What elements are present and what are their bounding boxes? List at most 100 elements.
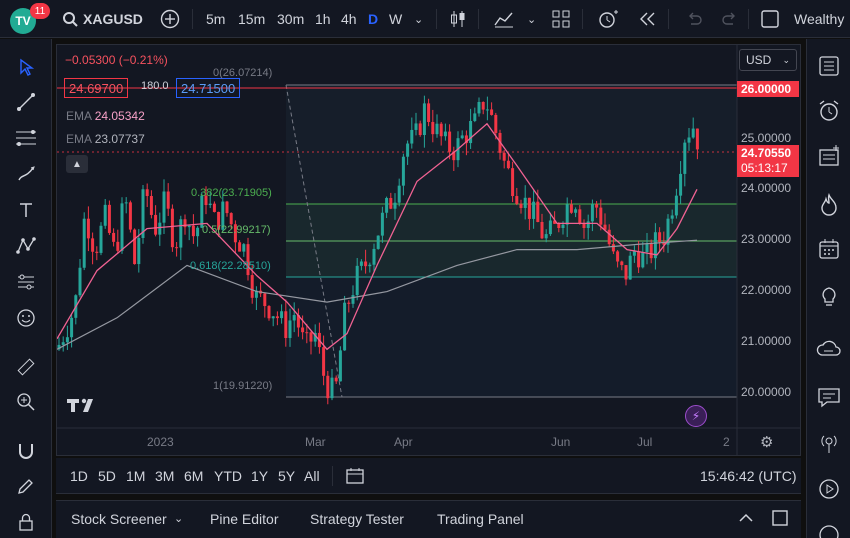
range-5y[interactable]: 5Y bbox=[278, 468, 296, 484]
range-1m[interactable]: 1M bbox=[126, 468, 146, 484]
screener-dropdown-chevron-icon[interactable]: ⌄ bbox=[174, 513, 184, 525]
sell-price-button[interactable]: 24.69700 bbox=[64, 78, 129, 98]
brush-tool[interactable] bbox=[12, 160, 40, 188]
fullscreen-checkbox[interactable] bbox=[761, 0, 779, 38]
price-label-20: 20.00000 bbox=[741, 385, 792, 399]
currency-select[interactable]: USD ⌄ bbox=[739, 49, 797, 71]
lock-tool[interactable] bbox=[12, 508, 40, 536]
chart-pane[interactable]: −0.05300 (−0.21%) 24.69700 180.0 24.7150… bbox=[56, 44, 801, 456]
settings-gear-icon[interactable]: ⚙ bbox=[760, 434, 774, 451]
interval-5m[interactable]: 5m bbox=[206, 11, 226, 27]
undo-button[interactable] bbox=[684, 0, 704, 38]
fib-tool[interactable] bbox=[12, 124, 40, 152]
layout-button[interactable] bbox=[551, 0, 571, 38]
play-button[interactable] bbox=[815, 475, 843, 503]
goto-date-button[interactable] bbox=[345, 467, 365, 488]
chats-button[interactable] bbox=[815, 383, 843, 411]
interval-4h[interactable]: 4h bbox=[341, 11, 357, 27]
indicators-dropdown-chevron-icon[interactable]: ⌄ bbox=[527, 13, 537, 26]
streams-button[interactable] bbox=[815, 429, 843, 457]
alert-button[interactable] bbox=[597, 0, 619, 38]
candle-body bbox=[670, 215, 674, 219]
interval-30m[interactable]: 30m bbox=[277, 11, 305, 27]
pattern-tool[interactable] bbox=[12, 232, 40, 260]
range-3m[interactable]: 3M bbox=[155, 468, 175, 484]
candle-body bbox=[263, 293, 267, 307]
candle-body bbox=[410, 129, 414, 144]
watchlist-icon bbox=[819, 56, 839, 76]
expand-panel-button[interactable] bbox=[737, 509, 755, 530]
candle-body bbox=[372, 248, 376, 265]
trendline-tool[interactable] bbox=[12, 88, 40, 116]
interval-dropdown-chevron-icon[interactable]: ⌄ bbox=[414, 13, 424, 26]
maximize-panel-button[interactable] bbox=[771, 509, 789, 530]
candle-body bbox=[599, 207, 603, 225]
tab-trading-panel[interactable]: Trading Panel bbox=[437, 511, 524, 527]
symbol-search[interactable]: XAGUSD bbox=[62, 0, 143, 38]
buy-price-button[interactable]: 24.71500 bbox=[176, 78, 241, 98]
candle-body bbox=[376, 235, 380, 249]
calendar-button[interactable] bbox=[815, 235, 843, 263]
price-label-24: 24.00000 bbox=[741, 181, 792, 195]
utc-clock[interactable]: 15:46:42 (UTC) bbox=[700, 468, 797, 484]
candle-body bbox=[632, 251, 636, 256]
redo-button[interactable] bbox=[720, 0, 740, 38]
candle-body bbox=[393, 202, 397, 209]
ema-slow-legend[interactable]: EMA 23.07737 bbox=[66, 132, 145, 146]
compare-button[interactable] bbox=[160, 0, 180, 38]
account-name[interactable]: Wealthy bbox=[794, 11, 845, 27]
tab-pine-editor[interactable]: Pine Editor bbox=[210, 511, 279, 527]
price-chart[interactable] bbox=[57, 45, 801, 456]
object-tree-button[interactable] bbox=[815, 142, 843, 170]
watchlist-button[interactable] bbox=[815, 52, 843, 80]
interval-15m[interactable]: 15m bbox=[238, 11, 266, 27]
candle-body bbox=[112, 232, 116, 242]
range-1y[interactable]: 1Y bbox=[251, 468, 269, 484]
icons-tool[interactable] bbox=[12, 304, 40, 332]
candle-body bbox=[674, 195, 678, 216]
interval-d[interactable]: D bbox=[368, 11, 379, 27]
tab-stock-screener[interactable]: Stock Screener bbox=[71, 511, 167, 527]
collapse-legend-button[interactable]: ▲ bbox=[66, 155, 88, 173]
range-1d[interactable]: 1D bbox=[70, 468, 88, 484]
ideas-button[interactable] bbox=[815, 282, 843, 310]
help-button[interactable] bbox=[815, 517, 843, 538]
hotlists-button[interactable] bbox=[815, 191, 843, 219]
candle-body bbox=[242, 244, 246, 252]
interval-1h[interactable]: 1h bbox=[315, 11, 331, 27]
prediction-tool[interactable] bbox=[12, 268, 40, 296]
fib-label-0: 0(26.07214) bbox=[213, 67, 273, 79]
news-button[interactable] bbox=[815, 335, 843, 363]
range-ytd[interactable]: YTD bbox=[214, 468, 242, 484]
chart-type-button[interactable] bbox=[449, 0, 467, 38]
measure-tool[interactable] bbox=[12, 353, 40, 381]
candle-body bbox=[326, 375, 330, 399]
interval-w[interactable]: W bbox=[389, 11, 403, 27]
candle-body bbox=[641, 252, 645, 268]
lightning-button[interactable]: ⚡ bbox=[685, 405, 707, 427]
replay-button[interactable] bbox=[637, 0, 657, 38]
candle-body bbox=[666, 218, 670, 245]
indicators-button[interactable] bbox=[493, 0, 515, 38]
candle-body bbox=[683, 142, 687, 174]
candle-body bbox=[557, 223, 561, 229]
range-5d[interactable]: 5D bbox=[98, 468, 116, 484]
rewind-icon bbox=[640, 12, 655, 26]
range-all[interactable]: All bbox=[304, 468, 320, 484]
candle-body bbox=[389, 197, 393, 209]
zoom-tool[interactable] bbox=[12, 388, 40, 416]
bottom-panel-tabs: Stock Screener ⌄ Pine Editor Strategy Te… bbox=[56, 500, 801, 538]
alerts-button[interactable] bbox=[815, 97, 843, 125]
text-tool[interactable] bbox=[12, 196, 40, 224]
lock-drawing-tool[interactable] bbox=[12, 472, 40, 500]
last-price-value: 24.70550 bbox=[741, 146, 792, 160]
ema-fast-line bbox=[57, 122, 698, 351]
bar-countdown: 05:13:17 bbox=[741, 161, 788, 175]
candle-body bbox=[473, 113, 477, 121]
range-6m[interactable]: 6M bbox=[184, 468, 204, 484]
cursor-tool[interactable] bbox=[12, 53, 40, 81]
candle-body bbox=[65, 337, 69, 343]
ema-fast-legend[interactable]: EMA 24.05342 bbox=[66, 109, 145, 123]
magnet-tool[interactable] bbox=[12, 437, 40, 465]
tab-strategy-tester[interactable]: Strategy Tester bbox=[310, 511, 404, 527]
